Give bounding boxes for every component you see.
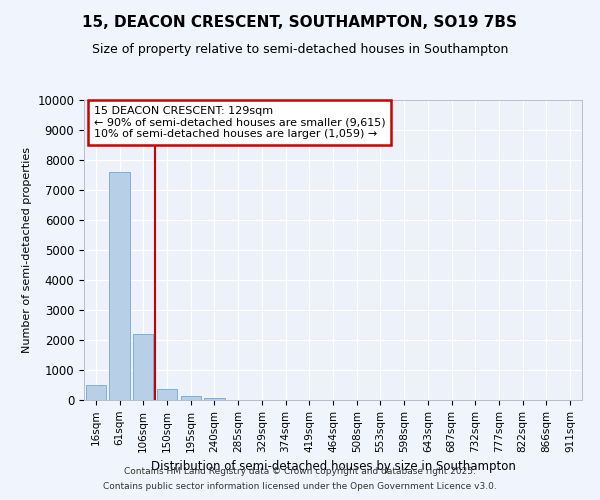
X-axis label: Distribution of semi-detached houses by size in Southampton: Distribution of semi-detached houses by …	[151, 460, 515, 473]
Bar	[109, 172, 130, 400]
Bar	[205, 398, 224, 400]
Y-axis label: Number of semi-detached properties: Number of semi-detached properties	[22, 147, 32, 353]
Bar	[157, 389, 177, 400]
Bar	[181, 396, 201, 400]
Text: Size of property relative to semi-detached houses in Southampton: Size of property relative to semi-detach…	[92, 42, 508, 56]
Bar	[86, 386, 106, 400]
Text: 15 DEACON CRESCENT: 129sqm
← 90% of semi-detached houses are smaller (9,615)
10%: 15 DEACON CRESCENT: 129sqm ← 90% of semi…	[94, 106, 386, 139]
Bar	[133, 334, 154, 400]
Text: Contains HM Land Registry data © Crown copyright and database right 2025.: Contains HM Land Registry data © Crown c…	[124, 467, 476, 476]
Text: Contains public sector information licensed under the Open Government Licence v3: Contains public sector information licen…	[103, 482, 497, 491]
Text: 15, DEACON CRESCENT, SOUTHAMPTON, SO19 7BS: 15, DEACON CRESCENT, SOUTHAMPTON, SO19 7…	[83, 15, 517, 30]
